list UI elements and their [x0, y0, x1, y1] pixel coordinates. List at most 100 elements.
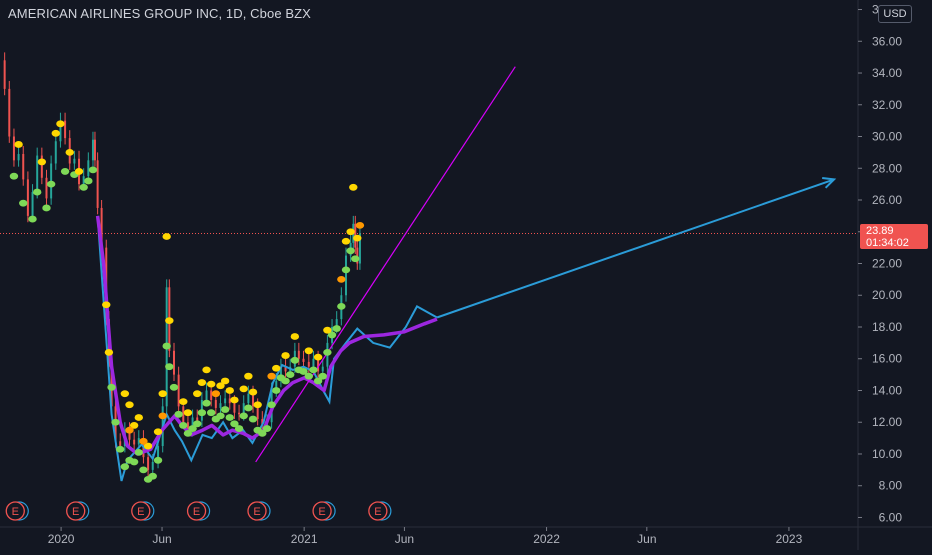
yellow-signal-dot	[353, 234, 362, 242]
yellow-signal-dot	[281, 352, 290, 359]
yellow-signal-dot	[37, 158, 47, 166]
yellow-signal-dot	[129, 422, 139, 429]
green-signal-dot	[193, 420, 202, 428]
green-signal-dot	[272, 387, 281, 394]
earnings-marker-label: E	[72, 506, 79, 518]
yellow-signal-dot	[143, 442, 153, 450]
x-tick-label: 2020	[48, 532, 75, 546]
x-tick-label: Jun	[395, 532, 414, 546]
yellow-signal-dot	[202, 366, 211, 374]
green-signal-dot	[179, 422, 188, 429]
price-candle-body	[186, 422, 189, 431]
green-signal-dot	[234, 425, 244, 432]
green-signal-dot	[281, 377, 290, 385]
blue-projection-line	[96, 215, 438, 482]
price-candle-body	[177, 374, 180, 407]
earnings-marker	[247, 501, 267, 521]
price-candle-body	[22, 153, 25, 180]
y-tick-label: 20.00	[872, 288, 902, 302]
orange-signal-dot	[355, 222, 365, 229]
x-tick-label: 2023	[776, 532, 803, 546]
y-tick-label: 14.00	[872, 383, 902, 397]
price-candle-body	[93, 139, 96, 161]
green-signal-dot	[9, 172, 19, 180]
price-candle-body	[297, 350, 300, 359]
price-candle-body	[64, 120, 67, 139]
green-signal-dot	[286, 371, 295, 379]
earnings-marker-label: E	[193, 506, 200, 518]
green-signal-dot	[346, 247, 355, 255]
orange-signal-dot	[337, 275, 346, 283]
price-candle-body	[157, 446, 160, 462]
price-candle-body	[321, 366, 324, 372]
price-candle-body	[82, 176, 85, 185]
price-candle-body	[358, 233, 361, 264]
projection-arrow-head	[822, 176, 837, 189]
y-tick-label: 6.00	[879, 510, 903, 524]
green-signal-dot	[174, 410, 183, 418]
green-signal-dot	[79, 183, 88, 191]
price-candle-body	[87, 160, 90, 177]
green-signal-dot	[318, 372, 327, 380]
price-candle-body	[40, 155, 43, 178]
green-signal-dot	[107, 383, 116, 391]
orange-signal-dot	[139, 437, 148, 445]
y-tick-label: 28.00	[872, 161, 902, 175]
price-candle-body	[26, 179, 29, 216]
bar-countdown: 01:34:02	[866, 237, 909, 249]
y-tick-label: 30.00	[872, 130, 902, 144]
price-candle-body	[261, 419, 264, 426]
green-signal-dot	[239, 412, 248, 420]
price-candle-body	[182, 406, 185, 423]
green-signal-dot	[225, 414, 234, 421]
price-candle-body	[45, 177, 48, 199]
price-candle-body	[238, 412, 241, 415]
y-tick-label: 16.00	[872, 352, 902, 366]
price-candle-body	[196, 417, 199, 421]
yellow-signal-dot	[165, 317, 174, 325]
price-candle-body	[100, 207, 103, 248]
green-signal-dot	[165, 363, 174, 371]
price-candle-body	[247, 393, 250, 404]
price-candle-body	[224, 398, 227, 404]
yellow-signal-dot	[51, 129, 60, 137]
green-signal-dot	[28, 215, 37, 223]
yellow-signal-dot	[313, 353, 323, 361]
green-signal-dot	[139, 466, 148, 474]
price-candle-body	[73, 158, 76, 164]
y-tick-label: 22.00	[872, 257, 902, 271]
yellow-signal-dot	[244, 372, 253, 380]
currency-button[interactable]: USD	[878, 5, 912, 23]
green-signal-dot	[19, 199, 28, 207]
green-signal-dot	[341, 266, 351, 274]
green-signal-dot	[129, 458, 139, 466]
price-candle-body	[317, 358, 320, 372]
price-candle-body	[3, 60, 6, 89]
price-candle-body	[191, 417, 194, 431]
price-candle-body	[242, 403, 245, 415]
green-signal-dot	[188, 425, 197, 432]
price-candle-body	[312, 358, 315, 367]
price-candle-body	[284, 366, 287, 372]
green-signal-dot	[134, 448, 143, 456]
x-tick-label: 2021	[291, 532, 318, 546]
green-signal-dot	[309, 366, 318, 374]
y-tick-label: 36.00	[872, 34, 902, 48]
y-tick-label: 32.00	[872, 98, 902, 112]
green-signal-dot	[327, 331, 337, 339]
price-candle-body	[214, 400, 217, 408]
price-candle-body	[91, 139, 94, 161]
yellow-signal-dot	[248, 388, 258, 396]
y-tick-label: 12.00	[872, 415, 902, 429]
price-candle-body	[302, 358, 305, 362]
price-candle-body	[151, 461, 154, 470]
green-signal-dot	[323, 348, 332, 356]
green-signal-dot	[115, 445, 125, 453]
price-candle-body	[17, 153, 20, 161]
green-signal-dot	[111, 418, 120, 426]
y-tick-label: 10.00	[872, 447, 902, 461]
y-tick-label: 18.00	[872, 320, 902, 334]
yellow-signal-dot	[230, 396, 239, 404]
